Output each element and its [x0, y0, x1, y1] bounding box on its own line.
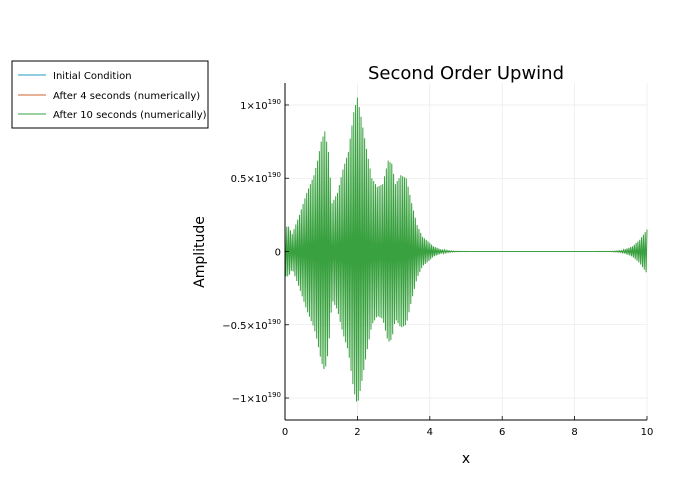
plot-series	[284, 97, 648, 402]
y-tick-label: −1×10190	[232, 391, 281, 405]
x-tick-label: 4	[427, 427, 433, 438]
y-tick-label: 0.5×10190	[231, 171, 281, 185]
y-tick-labels: 1×10190 0.5×10190 0 −0.5×10190 −1×10190	[222, 98, 289, 405]
legend-label-initial-condition: Initial Condition	[53, 71, 132, 82]
x-tick-label: 10	[641, 427, 654, 438]
x-tick-labels: 0 2 4 6 8 10	[282, 416, 654, 438]
y-axis-label: Amplitude	[192, 216, 208, 288]
legend-label-after-10-seconds: After 10 seconds (numerically)	[53, 110, 207, 121]
y-tick-label: 1×10190	[240, 98, 281, 112]
chart-title: Second Order Upwind	[368, 63, 564, 84]
legend-label-after-4-seconds: After 4 seconds (numerically)	[53, 91, 200, 102]
x-tick-label: 2	[354, 427, 360, 438]
x-tick-label: 6	[499, 427, 505, 438]
y-tick-label: 0	[275, 248, 281, 259]
series-line-2	[284, 97, 648, 402]
x-axis-label: x	[462, 451, 470, 467]
x-tick-label: 8	[571, 427, 577, 438]
y-tick-label: −0.5×10190	[222, 318, 281, 332]
legend: Initial Condition After 4 seconds (numer…	[11, 60, 209, 129]
x-tick-label: 0	[282, 427, 288, 438]
